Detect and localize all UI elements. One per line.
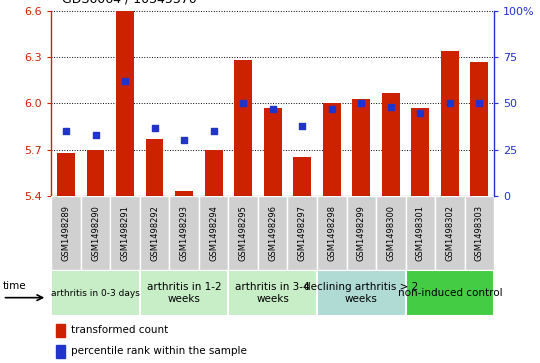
FancyBboxPatch shape: [81, 196, 110, 270]
Text: GSM1498297: GSM1498297: [298, 205, 307, 261]
Point: [416, 110, 424, 115]
Point: [446, 101, 454, 106]
Point: [210, 128, 218, 134]
FancyBboxPatch shape: [228, 196, 258, 270]
Text: GSM1498292: GSM1498292: [150, 205, 159, 261]
Text: GSM1498296: GSM1498296: [268, 205, 277, 261]
Point: [150, 125, 159, 130]
Text: GSM1498293: GSM1498293: [180, 205, 188, 261]
Bar: [323, 103, 341, 196]
Point: [357, 101, 366, 106]
Text: GDS6064 / 10345370: GDS6064 / 10345370: [62, 0, 197, 5]
Bar: [56, 324, 65, 337]
Point: [91, 132, 100, 138]
Bar: [293, 158, 311, 196]
Bar: [441, 51, 458, 196]
FancyBboxPatch shape: [406, 196, 435, 270]
Text: arthritis in 0-3 days: arthritis in 0-3 days: [51, 289, 140, 298]
FancyBboxPatch shape: [110, 196, 140, 270]
Text: GSM1498289: GSM1498289: [62, 205, 71, 261]
FancyBboxPatch shape: [406, 270, 494, 316]
Text: time: time: [3, 281, 26, 291]
Point: [62, 128, 70, 134]
Bar: [87, 150, 104, 196]
Bar: [176, 191, 193, 196]
Point: [268, 106, 277, 112]
Bar: [264, 108, 281, 196]
Bar: [382, 93, 400, 196]
Text: GSM1498303: GSM1498303: [475, 205, 484, 261]
Text: percentile rank within the sample: percentile rank within the sample: [71, 346, 247, 356]
FancyBboxPatch shape: [287, 196, 317, 270]
Bar: [234, 60, 252, 196]
Text: GSM1498302: GSM1498302: [446, 205, 454, 261]
Bar: [57, 153, 75, 196]
Text: GSM1498301: GSM1498301: [416, 205, 425, 261]
Bar: [146, 139, 164, 196]
FancyBboxPatch shape: [464, 196, 494, 270]
Bar: [56, 345, 65, 358]
Text: GSM1498298: GSM1498298: [327, 205, 336, 261]
FancyBboxPatch shape: [317, 270, 406, 316]
FancyBboxPatch shape: [347, 196, 376, 270]
FancyBboxPatch shape: [170, 196, 199, 270]
Bar: [205, 150, 222, 196]
FancyBboxPatch shape: [51, 196, 81, 270]
Text: GSM1498295: GSM1498295: [239, 205, 248, 261]
Point: [239, 101, 247, 106]
Text: arthritis in 1-2
weeks: arthritis in 1-2 weeks: [147, 282, 221, 304]
FancyBboxPatch shape: [228, 270, 317, 316]
Text: GSM1498300: GSM1498300: [386, 205, 395, 261]
Text: GSM1498299: GSM1498299: [357, 205, 366, 261]
Text: GSM1498290: GSM1498290: [91, 205, 100, 261]
Point: [327, 106, 336, 112]
FancyBboxPatch shape: [435, 196, 464, 270]
Point: [298, 123, 307, 129]
FancyBboxPatch shape: [258, 196, 287, 270]
Point: [121, 78, 130, 84]
Text: GSM1498291: GSM1498291: [120, 205, 130, 261]
FancyBboxPatch shape: [317, 196, 347, 270]
Text: non-induced control: non-induced control: [397, 288, 502, 298]
FancyBboxPatch shape: [140, 196, 170, 270]
Bar: [116, 11, 134, 196]
FancyBboxPatch shape: [51, 270, 140, 316]
Bar: [411, 108, 429, 196]
FancyBboxPatch shape: [140, 270, 228, 316]
Text: GSM1498294: GSM1498294: [209, 205, 218, 261]
Text: transformed count: transformed count: [71, 325, 168, 335]
Bar: [470, 62, 488, 196]
Point: [387, 104, 395, 110]
Bar: [353, 99, 370, 196]
Text: declining arthritis > 2
weeks: declining arthritis > 2 weeks: [304, 282, 418, 304]
FancyBboxPatch shape: [376, 196, 406, 270]
Point: [180, 138, 188, 143]
Text: arthritis in 3-4
weeks: arthritis in 3-4 weeks: [235, 282, 310, 304]
Point: [475, 101, 484, 106]
FancyBboxPatch shape: [199, 196, 228, 270]
